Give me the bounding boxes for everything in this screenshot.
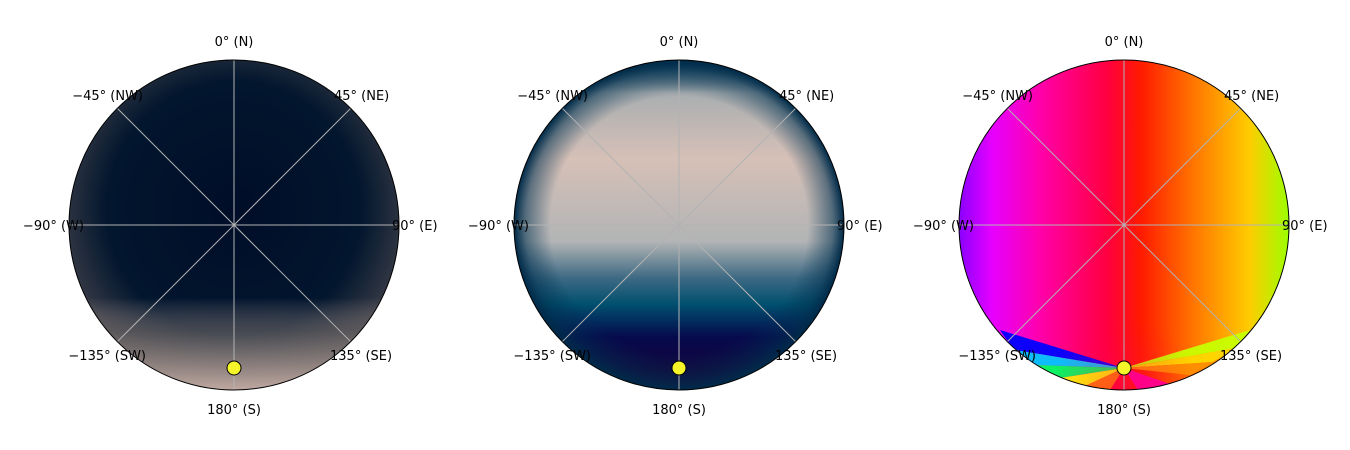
- label-w: −90° (W): [468, 219, 529, 234]
- label-nw: −45° (NW): [72, 89, 143, 104]
- azimuth-labels: 0° (N) 45° (NE) 90° (E) 135° (SE) 180° (…: [913, 35, 1328, 418]
- label-se: 135° (SE): [330, 349, 392, 364]
- label-n: 0° (N): [660, 35, 699, 50]
- label-ne: 45° (NE): [334, 89, 389, 104]
- label-ne: 45° (NE): [1224, 89, 1279, 104]
- sky-boundary: [513, 59, 845, 391]
- label-s: 180° (S): [1097, 403, 1151, 418]
- label-ne: 45° (NE): [779, 89, 834, 104]
- azimuth-labels: 0° (N) 45° (NE) 90° (E) 135° (SE) 180° (…: [468, 35, 883, 418]
- label-nw: −45° (NW): [517, 89, 588, 104]
- azimuth-labels: 0° (N) 45° (NE) 90° (E) 135° (SE) 180° (…: [23, 35, 438, 418]
- label-sw: −135° (SW): [68, 349, 146, 364]
- label-s: 180° (S): [652, 403, 706, 418]
- label-sw: −135° (SW): [513, 349, 591, 364]
- label-e: 90° (E): [392, 219, 438, 234]
- label-se: 135° (SE): [775, 349, 837, 364]
- label-e: 90° (E): [837, 219, 883, 234]
- label-e: 90° (E): [1282, 219, 1328, 234]
- sky-panel-3: 0° (N) 45° (NE) 90° (E) 135° (SE) 180° (…: [913, 35, 1328, 418]
- sky-panel-2: 0° (N) 45° (NE) 90° (E) 135° (SE) 180° (…: [468, 35, 883, 418]
- label-n: 0° (N): [1105, 35, 1144, 50]
- label-n: 0° (N): [215, 35, 254, 50]
- sun-marker: [226, 360, 242, 376]
- azimuth-grid: [959, 60, 1289, 390]
- azimuth-grid: [514, 60, 844, 390]
- label-sw: −135° (SW): [958, 349, 1036, 364]
- sky-panel-1: 0° (N) 45° (NE) 90° (E) 135° (SE) 180° (…: [23, 35, 438, 418]
- label-w: −90° (W): [23, 219, 84, 234]
- label-nw: −45° (NW): [962, 89, 1033, 104]
- sun-marker: [1116, 360, 1132, 376]
- sun-marker: [671, 360, 687, 376]
- azimuth-grid: [69, 60, 399, 390]
- sky-boundary: [958, 59, 1290, 391]
- label-se: 135° (SE): [1220, 349, 1282, 364]
- label-s: 180° (S): [207, 403, 261, 418]
- sky-boundary: [68, 59, 400, 391]
- label-w: −90° (W): [913, 219, 974, 234]
